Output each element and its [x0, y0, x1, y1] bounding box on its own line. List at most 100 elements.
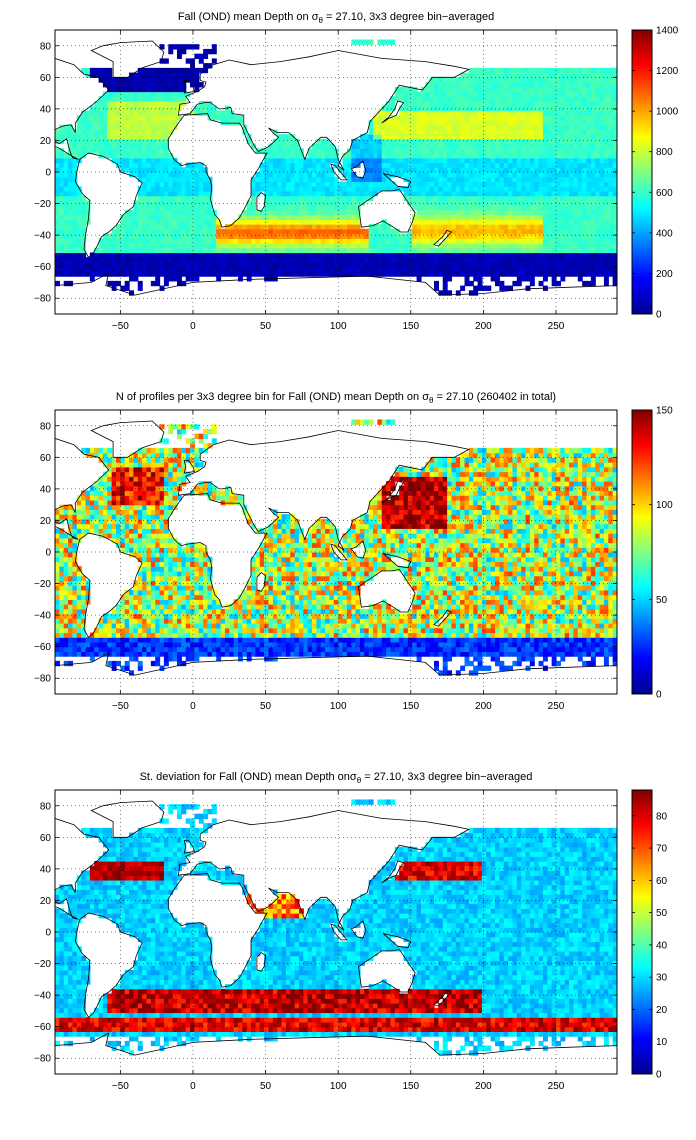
- data-cell: [133, 119, 139, 126]
- data-cell: [203, 101, 209, 107]
- data-cell: [412, 172, 418, 178]
- data-cell: [163, 143, 169, 149]
- data-cell: [207, 200, 213, 206]
- data-cell: [503, 214, 509, 220]
- data-cell: [259, 219, 265, 225]
- data-cell: [434, 157, 439, 164]
- data-cell: [303, 228, 309, 235]
- data-cell: [368, 39, 374, 45]
- data-cell: [551, 96, 557, 102]
- data-cell: [338, 205, 344, 211]
- data-cell: [259, 172, 265, 178]
- data-cell: [85, 115, 91, 121]
- data-cell: [547, 167, 553, 173]
- data-cell: [590, 271, 596, 277]
- data-cell: [612, 101, 617, 107]
- data-cell: [268, 257, 274, 263]
- data-cell: [542, 67, 548, 74]
- data-cell: [455, 96, 461, 102]
- data-cell: [63, 252, 69, 258]
- data-cell: [268, 247, 274, 254]
- data-cell: [129, 124, 135, 130]
- data-cell: [168, 162, 174, 168]
- data-cell: [582, 72, 588, 78]
- data-cell: [442, 276, 448, 282]
- data-cell: [455, 209, 461, 216]
- data-cell: [412, 261, 418, 268]
- data-cell: [129, 233, 135, 239]
- data-cell: [590, 181, 596, 187]
- data-cell: [420, 214, 426, 220]
- coastline-greenland: [90, 40, 165, 78]
- data-cell: [608, 67, 614, 74]
- data-cell: [442, 148, 448, 154]
- data-cell: [115, 641, 121, 648]
- data-cell: [320, 157, 326, 164]
- data-cell: [499, 651, 505, 657]
- data-cell: [425, 205, 431, 211]
- data-cell: [198, 646, 204, 652]
- data-cell: [137, 665, 143, 671]
- data-cell: [163, 200, 169, 206]
- data-cell: [586, 224, 592, 230]
- data-cell: [107, 119, 113, 126]
- data-cell: [172, 224, 178, 230]
- data-cell: [203, 195, 209, 201]
- data-cell: [237, 247, 243, 254]
- data-cell: [429, 646, 435, 652]
- data-cell: [590, 205, 596, 211]
- data-cell: [573, 91, 579, 97]
- data-cell: [416, 257, 422, 263]
- data-cell: [499, 101, 505, 107]
- data-cell: [111, 119, 117, 126]
- data-cell: [429, 172, 435, 178]
- data-cell: [512, 67, 518, 74]
- data-cell: [72, 233, 78, 239]
- data-cell: [72, 252, 78, 258]
- data-cell: [612, 143, 617, 149]
- data-cell: [242, 646, 248, 652]
- data-cell: [612, 172, 617, 178]
- data-cell: [534, 143, 540, 149]
- data-cell: [368, 176, 374, 183]
- data-cell: [233, 271, 239, 277]
- data-cell: [168, 48, 174, 55]
- data-cell: [608, 82, 614, 88]
- y-tick-label: −80: [34, 294, 51, 305]
- data-cell: [577, 124, 583, 130]
- data-cell: [582, 186, 588, 192]
- data-cell: [137, 176, 143, 183]
- data-cell: [486, 205, 492, 211]
- data-cell: [98, 138, 104, 145]
- data-cell: [272, 214, 278, 220]
- data-cell: [264, 176, 270, 183]
- data-cell: [516, 266, 522, 272]
- data-cell: [159, 261, 165, 268]
- data-cell: [255, 252, 261, 258]
- data-cell: [590, 157, 596, 164]
- data-cell: [159, 153, 165, 159]
- data-cell: [599, 224, 605, 230]
- data-cell: [81, 209, 87, 216]
- data-cell: [490, 200, 496, 206]
- data-cell: [246, 247, 252, 254]
- data-cell: [294, 200, 300, 206]
- data-cell: [76, 257, 82, 263]
- data-cell: [181, 77, 187, 83]
- data-cell: [111, 233, 117, 239]
- data-cell: [198, 641, 204, 648]
- data-cell: [181, 651, 187, 657]
- data-cell: [298, 200, 304, 206]
- data-cell: [190, 205, 196, 211]
- data-cell: [556, 660, 561, 667]
- data-cell: [98, 266, 104, 272]
- data-cell: [412, 271, 418, 277]
- data-cell: [508, 252, 514, 258]
- data-cell: [468, 247, 474, 254]
- data-cell: [115, 261, 121, 268]
- data-cell: [107, 266, 113, 272]
- data-cell: [525, 101, 531, 107]
- data-cell: [133, 82, 139, 88]
- data-cell: [542, 190, 548, 197]
- data-cell: [464, 176, 470, 183]
